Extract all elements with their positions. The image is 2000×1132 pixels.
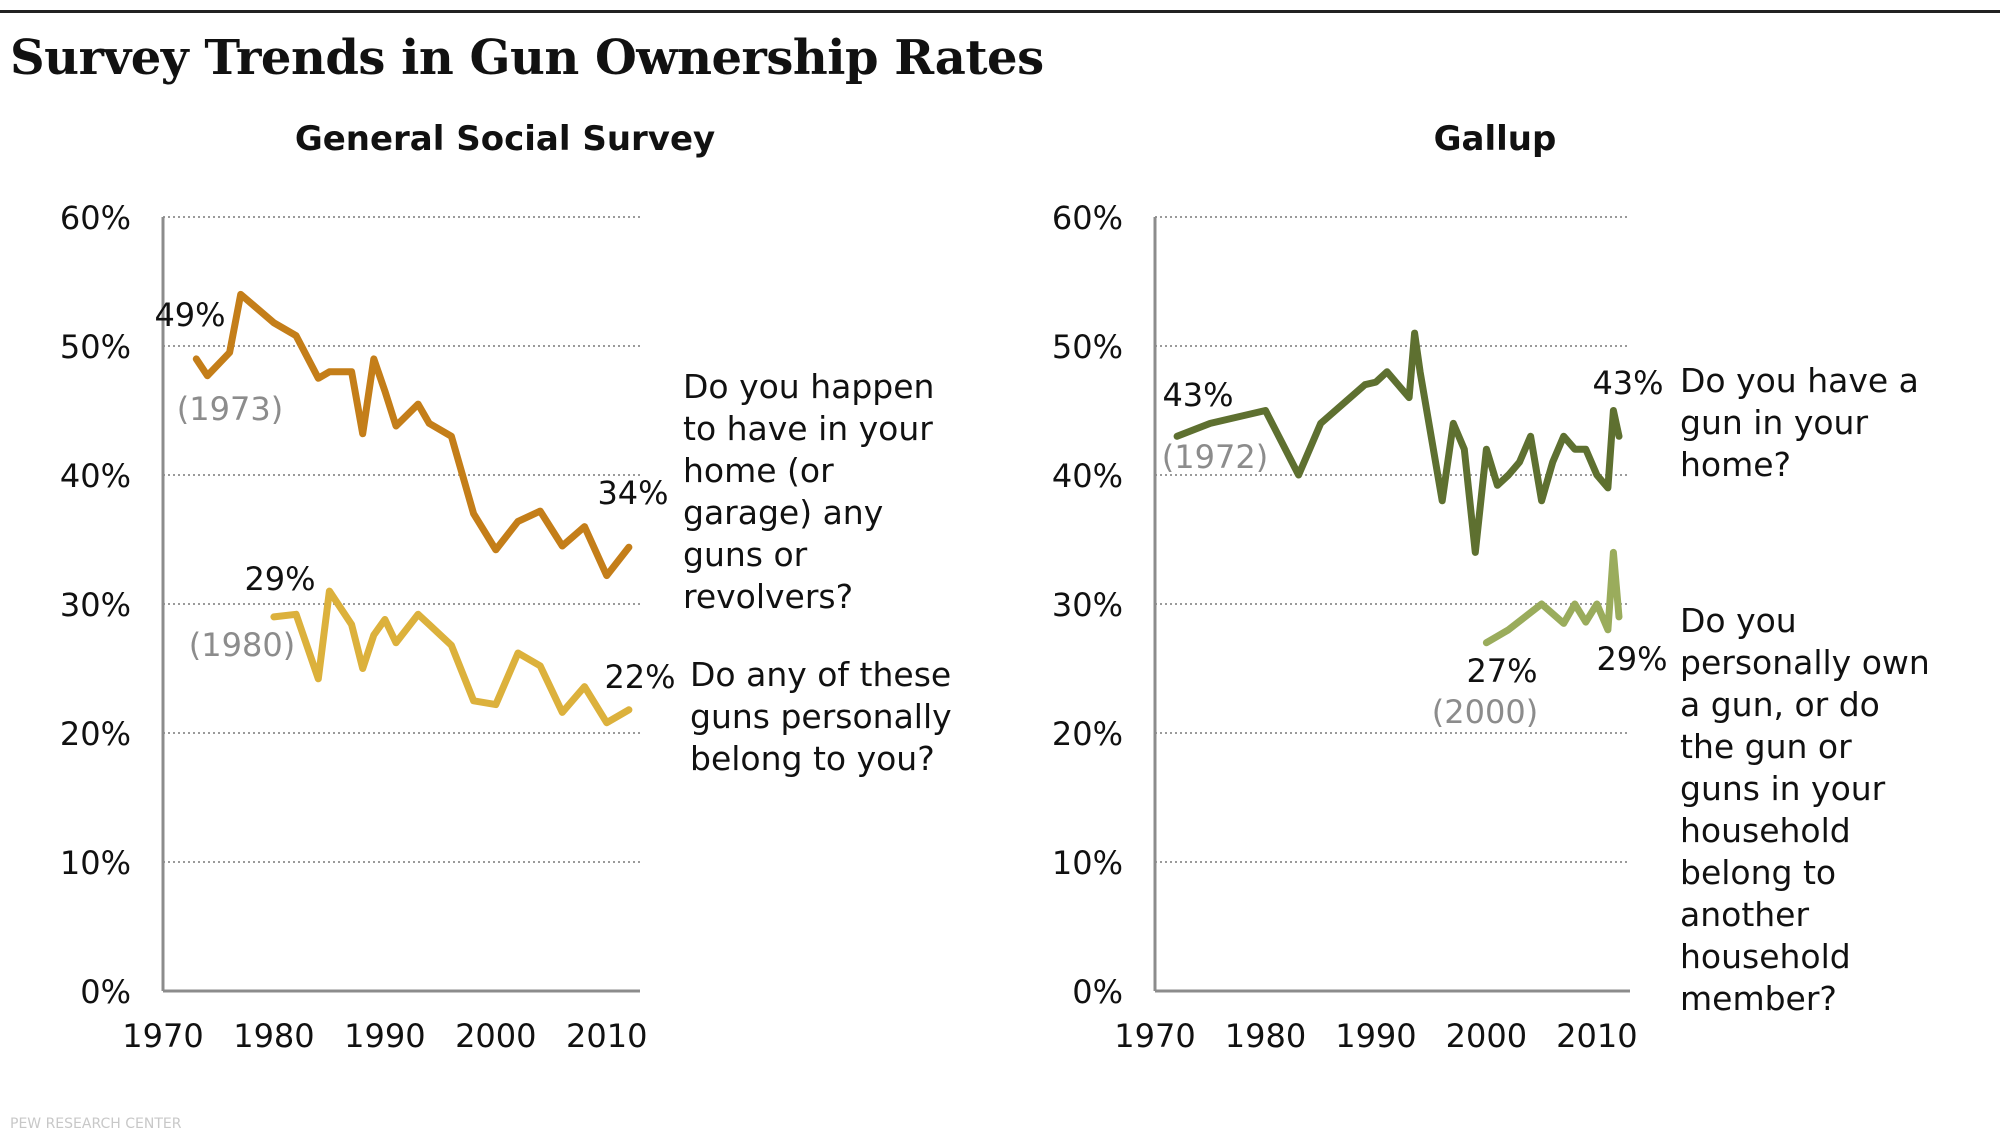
- y-tick-label: 60%: [60, 199, 131, 237]
- series-line-gallup-personal: [1482, 548, 1623, 647]
- y-tick-label: 60%: [1052, 199, 1123, 237]
- start-year-label: (1973): [177, 390, 283, 428]
- x-tick-label: 2010: [566, 1017, 647, 1055]
- x-tick-label: 1970: [122, 1017, 203, 1055]
- series-line-gss-home: [192, 290, 633, 580]
- question-annotation-line: Do you happen: [683, 367, 934, 406]
- start-value-label: 43%: [1162, 376, 1233, 414]
- x-tick-label: 1980: [233, 1017, 314, 1055]
- top-rule: [0, 10, 2000, 13]
- x-tick-label: 1990: [1335, 1017, 1416, 1055]
- start-value-label: 29%: [244, 560, 315, 598]
- end-value-label: 43%: [1592, 364, 1663, 402]
- question-annotation-line: another: [1680, 895, 1809, 934]
- y-tick-label: 50%: [60, 328, 131, 366]
- question-annotation-line: home (or: [683, 451, 834, 490]
- x-tick-label: 1970: [1114, 1017, 1195, 1055]
- question-annotation-line: revolvers?: [683, 577, 853, 616]
- start-value-label: 49%: [154, 296, 225, 334]
- question-annotation-line: belong to you?: [690, 739, 935, 778]
- source-footer: PEW RESEARCH CENTER: [10, 1116, 182, 1132]
- x-tick-label: 1990: [344, 1017, 425, 1055]
- question-annotation-line: garage) any: [683, 493, 883, 532]
- end-value-label: 22%: [604, 658, 675, 696]
- question-annotation-line: gun in your: [1680, 403, 1868, 442]
- y-tick-label: 50%: [1052, 328, 1123, 366]
- x-tick-label: 2000: [1446, 1017, 1527, 1055]
- y-tick-label: 0%: [80, 973, 131, 1011]
- question-annotation-line: guns or: [683, 535, 808, 574]
- question-annotation-line: belong to: [1680, 853, 1836, 892]
- start-year-label: (1972): [1162, 438, 1268, 476]
- question-annotation-line: personally own: [1680, 643, 1930, 682]
- question-annotation-line: household: [1680, 937, 1851, 976]
- question-annotation-line: home?: [1680, 445, 1791, 484]
- question-annotation-line: guns in your: [1680, 769, 1886, 808]
- y-tick-label: 30%: [1052, 586, 1123, 624]
- y-tick-label: 40%: [60, 457, 131, 495]
- series-line-gallup-home: [1173, 329, 1623, 556]
- question-annotation-line: household: [1680, 811, 1851, 850]
- y-tick-label: 0%: [1072, 973, 1123, 1011]
- panel-title: Gallup: [1434, 119, 1557, 159]
- question-annotation-line: Do you have a: [1680, 361, 1919, 400]
- end-value-label: 34%: [597, 474, 668, 512]
- question-annotation-line: guns personally: [690, 697, 952, 736]
- y-tick-label: 20%: [1052, 715, 1123, 753]
- x-tick-label: 2010: [1556, 1017, 1637, 1055]
- question-annotation-line: member?: [1680, 979, 1837, 1018]
- series-line-gss-personal: [270, 587, 633, 727]
- question-annotation-line: a gun, or do: [1680, 685, 1880, 724]
- chart-main-title: Survey Trends in Gun Ownership Rates: [10, 30, 1044, 86]
- start-year-label: (2000): [1432, 693, 1538, 731]
- y-tick-label: 10%: [1052, 844, 1123, 882]
- y-tick-label: 20%: [60, 715, 131, 753]
- question-annotation-line: Do any of these: [690, 655, 951, 694]
- x-tick-label: 1980: [1225, 1017, 1306, 1055]
- start-value-label: 27%: [1466, 652, 1537, 690]
- x-tick-label: 2000: [455, 1017, 536, 1055]
- y-tick-label: 10%: [60, 844, 131, 882]
- start-year-label: (1980): [189, 626, 295, 664]
- y-tick-label: 30%: [60, 586, 131, 624]
- question-annotation-line: to have in your: [683, 409, 933, 448]
- y-tick-label: 40%: [1052, 457, 1123, 495]
- end-value-label: 29%: [1596, 640, 1667, 678]
- question-annotation-line: Do you: [1680, 601, 1797, 640]
- question-annotation-line: the gun or: [1680, 727, 1852, 766]
- panel-title: General Social Survey: [295, 119, 715, 159]
